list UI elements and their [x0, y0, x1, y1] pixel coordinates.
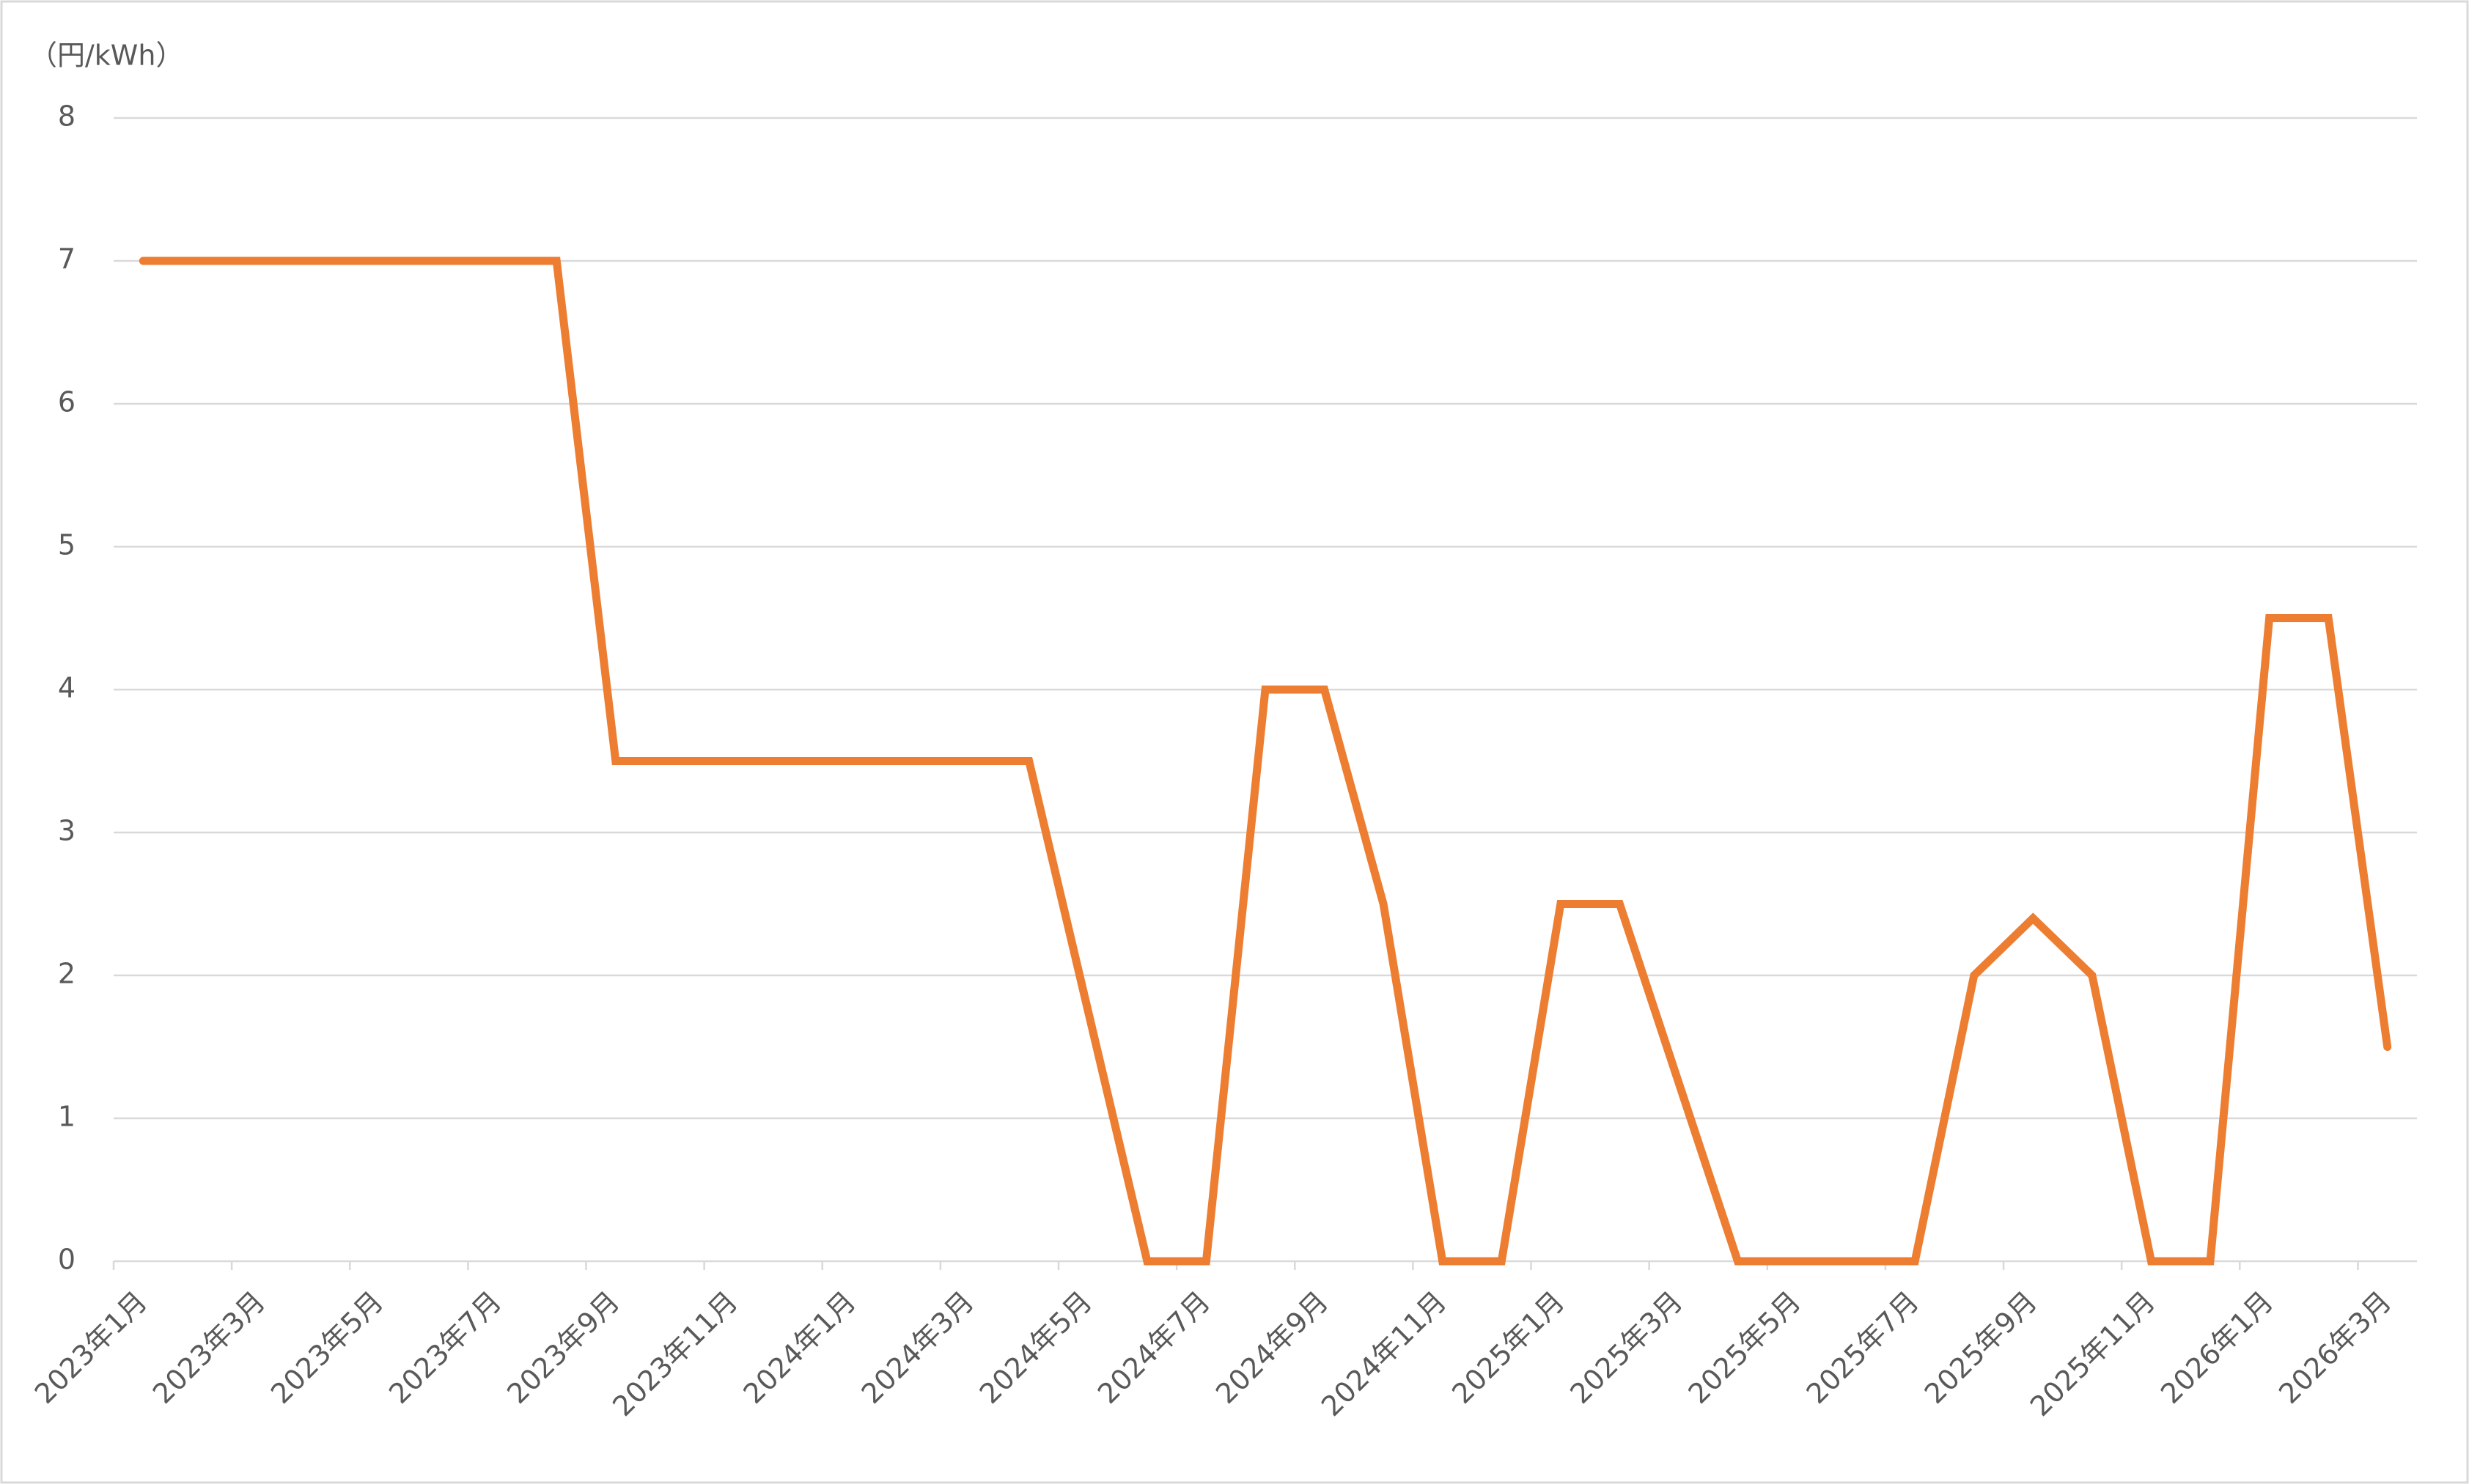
y-tick-label: 4 — [58, 672, 76, 704]
y-tick-label: 7 — [58, 243, 76, 276]
y-tick-label: 1 — [58, 1101, 76, 1133]
y-tick-label: 6 — [58, 386, 76, 418]
y-tick-label: 3 — [58, 815, 76, 847]
y-axis-label: （円/kWh） — [29, 40, 183, 72]
y-tick-label: 8 — [58, 100, 76, 133]
line-series — [139, 256, 2392, 1266]
y-tick-label: 0 — [58, 1244, 76, 1276]
y-tick-label: 5 — [58, 529, 76, 561]
y-tick-label: 2 — [58, 958, 76, 990]
